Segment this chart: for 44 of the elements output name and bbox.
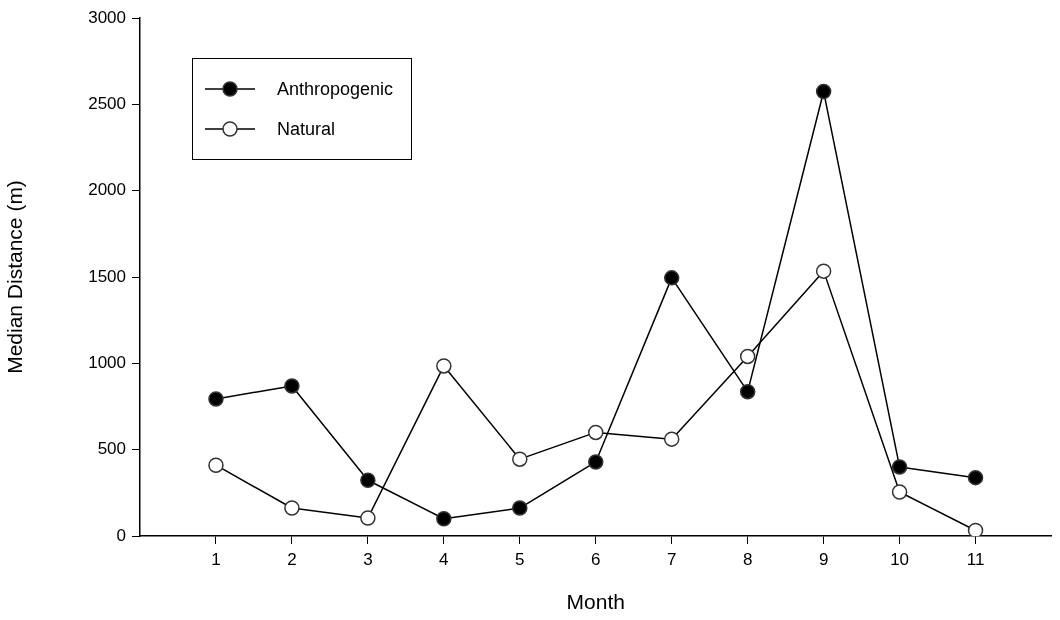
- point: [663, 431, 680, 447]
- y-tick-label: 1500: [88, 266, 126, 286]
- point: [360, 472, 376, 488]
- x-tick-label: 6: [591, 549, 601, 569]
- point: [284, 378, 300, 394]
- y-tick-label: 2500: [88, 94, 126, 114]
- x-tick-label: 1: [211, 549, 221, 569]
- y-axis-title: Median Distance (m): [3, 180, 27, 374]
- x-tick-label: 7: [666, 549, 677, 569]
- point: [588, 424, 604, 441]
- point: [208, 457, 224, 473]
- y-tick-label: 1000: [88, 353, 126, 373]
- legend-label: Natural: [277, 118, 336, 140]
- point: [815, 263, 832, 279]
- y-tick-label: 0: [116, 525, 126, 545]
- x-tick-label: 9: [818, 549, 829, 569]
- y-tick-label: 3000: [88, 7, 126, 27]
- point: [967, 469, 984, 486]
- x-tick-label: 5: [515, 549, 525, 569]
- point: [588, 454, 604, 470]
- x-axis-title: Month: [566, 590, 625, 614]
- x-tick-label: 10: [890, 549, 910, 569]
- point: [512, 500, 528, 516]
- point: [739, 383, 756, 400]
- point: [815, 83, 832, 100]
- legend-label: Anthropogenic: [277, 78, 394, 100]
- point: [891, 484, 908, 500]
- point: [208, 391, 224, 407]
- point: [967, 522, 984, 536]
- point: [436, 358, 452, 374]
- x-tick-label: 4: [439, 549, 449, 569]
- point: [663, 270, 680, 286]
- x-tick-label: 2: [287, 549, 297, 569]
- x-tick-label: 11: [966, 549, 985, 569]
- point: [739, 348, 756, 365]
- x-tick-label: 8: [742, 549, 753, 569]
- point: [284, 500, 300, 516]
- point: [512, 451, 528, 467]
- point: [891, 459, 908, 475]
- point: [360, 510, 376, 526]
- point: [436, 510, 452, 527]
- y-tick-label: 2000: [88, 180, 126, 200]
- x-tick-label: 3: [363, 549, 373, 569]
- y-tick-label: 500: [97, 439, 126, 459]
